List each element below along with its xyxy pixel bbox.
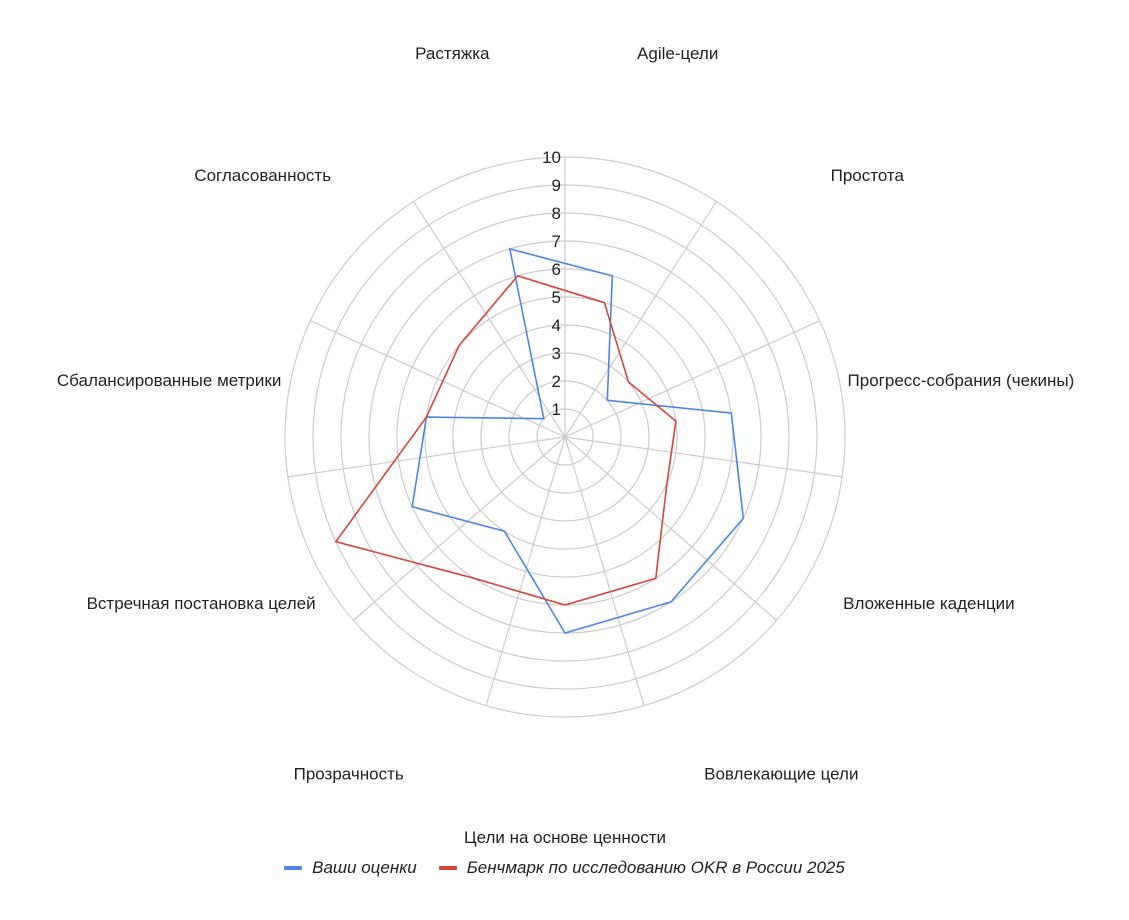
- radial-tick-1: 1: [552, 400, 561, 419]
- grid-spoke-3: [564, 320, 820, 438]
- grid-spoke-9: [287, 436, 566, 478]
- category-labels: Agile-цели Простота Прогресс-собрания (чек…: [57, 44, 1074, 847]
- radial-tick-7: 7: [552, 232, 561, 251]
- series-line-1: [411, 247, 745, 634]
- category-label-9: Сбалансированные метрики: [57, 371, 281, 390]
- grid-spoke-2: [564, 201, 717, 438]
- radar-grid: [284, 156, 846, 718]
- category-label-5: Вовлекающие цели: [704, 765, 858, 784]
- category-label-1: Agile-цели: [637, 44, 718, 63]
- category-label-7: Прозрачность: [294, 765, 404, 784]
- radial-tick-9: 9: [552, 176, 561, 195]
- category-label-3: Прогресс-собрания (чекины): [848, 371, 1075, 390]
- legend-label-series-1: Ваши оценки: [312, 858, 417, 877]
- grid-spoke-6: [564, 436, 645, 706]
- category-label-8: Встречная постановка целей: [87, 594, 316, 613]
- radial-tick-6: 6: [552, 260, 561, 279]
- radial-tick-labels: 1 2 3 4 5 6 7 8 9 10: [542, 148, 561, 419]
- grid-spoke-5: [564, 436, 778, 621]
- series-layer: [334, 247, 745, 634]
- radial-tick-4: 4: [552, 316, 561, 335]
- legend-item-series-2[interactable]: Бенчмарк по исследованию OKR в России 20…: [438, 858, 845, 878]
- legend-swatch-series-1: [284, 866, 303, 870]
- category-label-4: Вложенные каденции: [843, 594, 1014, 613]
- category-label-10: Согласованность: [194, 166, 331, 185]
- legend-label-series-2: Бенчмарк по исследованию OKR в России 20…: [466, 858, 845, 877]
- grid-spoke-7: [485, 436, 566, 706]
- radial-tick-10: 10: [542, 148, 561, 167]
- category-label-11: Растяжка: [415, 44, 490, 63]
- radial-tick-3: 3: [552, 344, 561, 363]
- radial-tick-8: 8: [552, 204, 561, 223]
- category-label-6: Цели на основе ценности: [464, 828, 666, 847]
- grid-spoke-8: [352, 436, 566, 621]
- radial-tick-2: 2: [552, 372, 561, 391]
- series-line-2: [334, 274, 677, 606]
- legend-swatch-series-2: [438, 866, 457, 870]
- category-label-2: Простота: [831, 166, 905, 185]
- radial-tick-5: 5: [552, 288, 561, 307]
- legend-item-series-1[interactable]: Ваши оценки: [284, 858, 417, 878]
- grid-spoke-4: [564, 436, 843, 478]
- legend: Ваши оценки Бенчмарк по исследованию OKR…: [0, 858, 1129, 878]
